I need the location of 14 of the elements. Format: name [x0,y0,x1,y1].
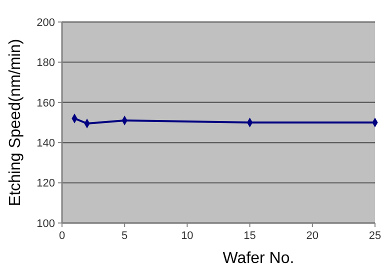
y-tick-label: 180 [36,57,55,70]
y-tick-label: 160 [36,97,55,110]
y-tick-label: 120 [36,178,55,190]
x-tick-label: 25 [368,230,382,242]
y-tick-label: 200 [36,16,55,29]
x-tick-label: 20 [306,230,319,242]
x-tick-label: 15 [244,230,256,242]
x-tick-label: 5 [122,230,128,242]
y-tick-label: 140 [36,137,55,150]
y-axis-title: Etching Speed(nm/min) [7,38,24,206]
x-axis-title: Wafer No. [222,250,294,267]
y-tick-label: 100 [36,218,55,230]
x-tick-label: 10 [181,230,194,242]
x-tick-label: 0 [58,230,66,242]
